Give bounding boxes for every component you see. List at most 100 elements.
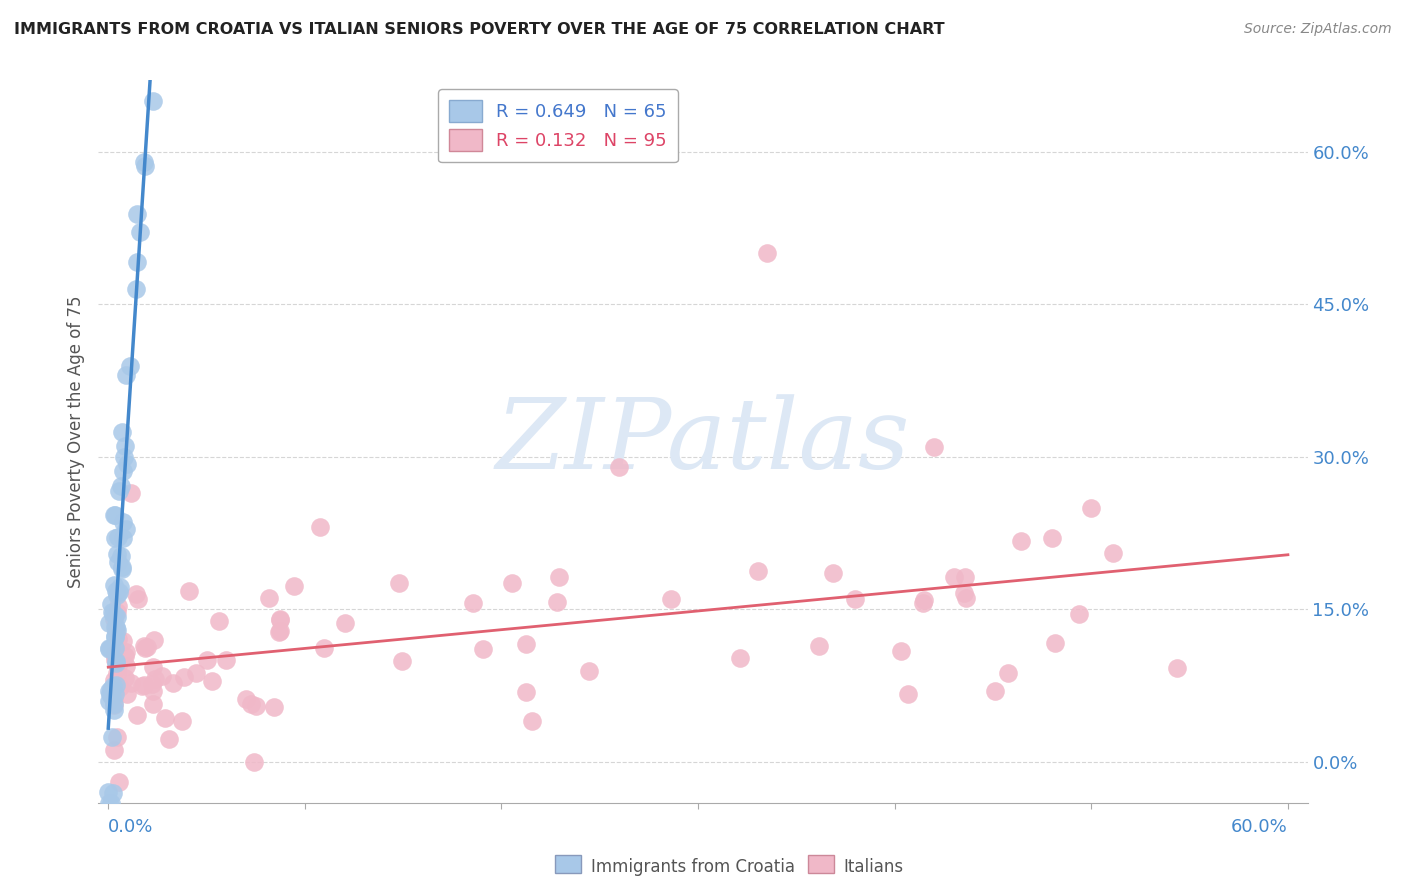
Point: [98, 694, 121, 708]
Point: [659, 592, 682, 607]
Point: [141, 676, 163, 690]
Point: [823, 566, 845, 581]
FancyBboxPatch shape: [808, 855, 834, 873]
Point: [578, 664, 600, 678]
Point: [897, 687, 920, 701]
Point: [269, 612, 291, 626]
Point: [114, 522, 136, 536]
Point: [114, 648, 136, 663]
Point: [269, 614, 291, 628]
Point: [101, 605, 124, 619]
Point: [755, 246, 778, 260]
Point: [120, 676, 142, 690]
Point: [955, 591, 977, 606]
Point: [98, 641, 121, 656]
Point: [103, 578, 125, 592]
Point: [314, 640, 336, 655]
Point: [501, 575, 523, 590]
Text: Immigrants from Croatia: Immigrants from Croatia: [591, 858, 794, 876]
Point: [515, 685, 537, 699]
Point: [546, 595, 568, 609]
Point: [114, 671, 136, 685]
Point: [107, 530, 129, 544]
Point: [104, 508, 127, 522]
Point: [471, 642, 494, 657]
Point: [173, 670, 195, 684]
Point: [125, 255, 148, 269]
Point: [107, 555, 129, 569]
Point: [153, 711, 176, 725]
Point: [235, 692, 257, 706]
Point: [107, 632, 129, 647]
Point: [143, 672, 166, 686]
Text: Italians: Italians: [844, 858, 904, 876]
Point: [101, 786, 124, 800]
Point: [115, 658, 138, 673]
Point: [922, 440, 945, 454]
Point: [125, 707, 148, 722]
Point: [105, 657, 128, 671]
Point: [125, 587, 148, 601]
Point: [142, 659, 165, 673]
Point: [103, 743, 125, 757]
Point: [104, 584, 127, 599]
Point: [103, 698, 125, 713]
Point: [984, 684, 1007, 698]
Point: [103, 607, 125, 621]
Point: [105, 605, 128, 619]
Point: [104, 620, 127, 634]
Point: [125, 282, 148, 296]
Point: [105, 623, 128, 637]
Point: [283, 579, 305, 593]
Text: 0.0%: 0.0%: [108, 818, 153, 836]
Point: [134, 159, 156, 173]
Point: [333, 615, 356, 630]
Point: [195, 653, 218, 667]
Point: [98, 796, 121, 810]
Point: [143, 633, 166, 648]
Point: [103, 688, 125, 702]
Point: [134, 678, 156, 692]
Point: [269, 624, 291, 638]
Point: [747, 564, 769, 578]
Point: [388, 575, 411, 590]
Point: [97, 642, 120, 657]
Point: [100, 640, 122, 655]
Point: [548, 570, 571, 584]
Point: [98, 687, 121, 701]
Point: [97, 684, 120, 698]
Point: [1080, 500, 1102, 515]
Point: [115, 644, 138, 658]
Point: [243, 756, 266, 770]
Point: [104, 640, 127, 655]
Point: [943, 570, 966, 584]
Point: [240, 698, 263, 712]
Point: [103, 691, 125, 706]
Point: [104, 531, 127, 545]
Legend: R = 0.649   N = 65, R = 0.132   N = 95: R = 0.649 N = 65, R = 0.132 N = 95: [439, 89, 678, 162]
Point: [111, 633, 134, 648]
Point: [1010, 533, 1032, 548]
Point: [110, 478, 132, 492]
Point: [127, 592, 149, 607]
Point: [115, 368, 138, 383]
Point: [118, 359, 141, 373]
Point: [101, 690, 124, 704]
Point: [107, 599, 129, 613]
Point: [103, 703, 125, 717]
Point: [201, 673, 224, 688]
Point: [170, 714, 193, 728]
Point: [1101, 546, 1123, 560]
Point: [131, 679, 153, 693]
Point: [184, 665, 207, 680]
Point: [101, 679, 124, 693]
Point: [890, 644, 912, 658]
Point: [103, 647, 125, 661]
Point: [104, 653, 127, 667]
Point: [100, 597, 122, 611]
Point: [257, 591, 280, 606]
Point: [115, 687, 138, 701]
Point: [142, 94, 165, 108]
Point: [104, 624, 127, 638]
Point: [179, 583, 201, 598]
